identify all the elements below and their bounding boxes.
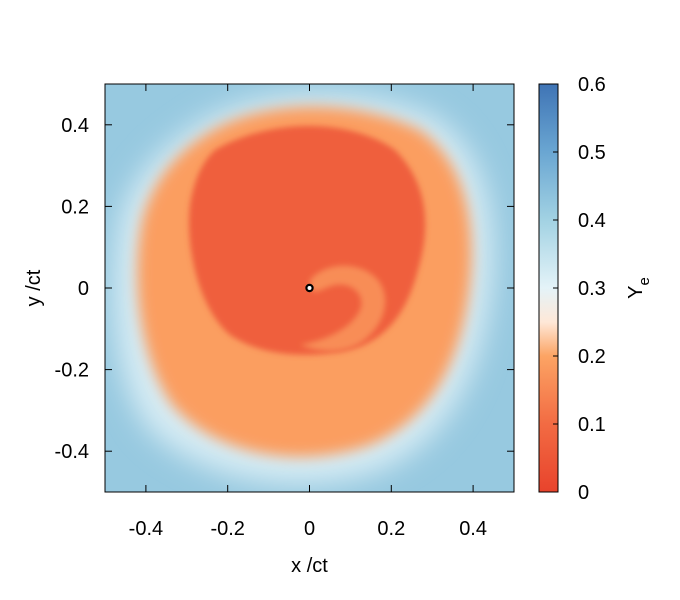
x-axis-ticks: -0.4 -0.2 0 0.2 0.4 xyxy=(129,84,487,540)
x-tick-label: 0.2 xyxy=(377,518,405,540)
colorbar-tick-label: 0.3 xyxy=(578,278,606,300)
x-axis-label: x /ct xyxy=(291,555,328,577)
colorbar-tick-label: 0.1 xyxy=(578,414,606,436)
colorbar-label-subscript: e xyxy=(636,277,653,285)
y-axis-label: y /ct xyxy=(23,269,45,306)
colorbar-tick-label: 0 xyxy=(578,482,589,504)
colorbar-tick-label: 0.2 xyxy=(578,346,606,368)
x-tick-label: 0 xyxy=(304,518,315,540)
colorbar-tick-label: 0.4 xyxy=(578,210,606,232)
y-tick-label: -0.4 xyxy=(55,441,89,463)
colorbar-tick-label: 0.6 xyxy=(578,74,606,96)
colorbar-ticks: 0 0.1 0.2 0.3 0.4 0.5 0.6 xyxy=(553,74,606,504)
field-spiral-arm xyxy=(300,265,386,351)
y-tick-label: -0.2 xyxy=(55,360,89,382)
y-axis-ticks: -0.4 -0.2 0 0.2 0.4 xyxy=(55,115,514,463)
x-tick-label: -0.2 xyxy=(210,518,244,540)
colorbar-label-main: Y xyxy=(625,286,647,299)
central-object xyxy=(305,283,314,293)
field-inner-core xyxy=(189,126,426,355)
x-tick-label: 0.4 xyxy=(459,518,487,540)
x-tick-label: -0.4 xyxy=(129,518,163,540)
colorbar-tick-label: 0.5 xyxy=(578,142,606,164)
y-tick-label: 0 xyxy=(78,278,89,300)
colorbar-label: Ye xyxy=(625,277,653,299)
heatmap-field xyxy=(105,84,514,492)
y-tick-label: 0.2 xyxy=(61,196,89,218)
central-object-core xyxy=(307,286,312,290)
y-tick-label: 0.4 xyxy=(61,115,89,137)
